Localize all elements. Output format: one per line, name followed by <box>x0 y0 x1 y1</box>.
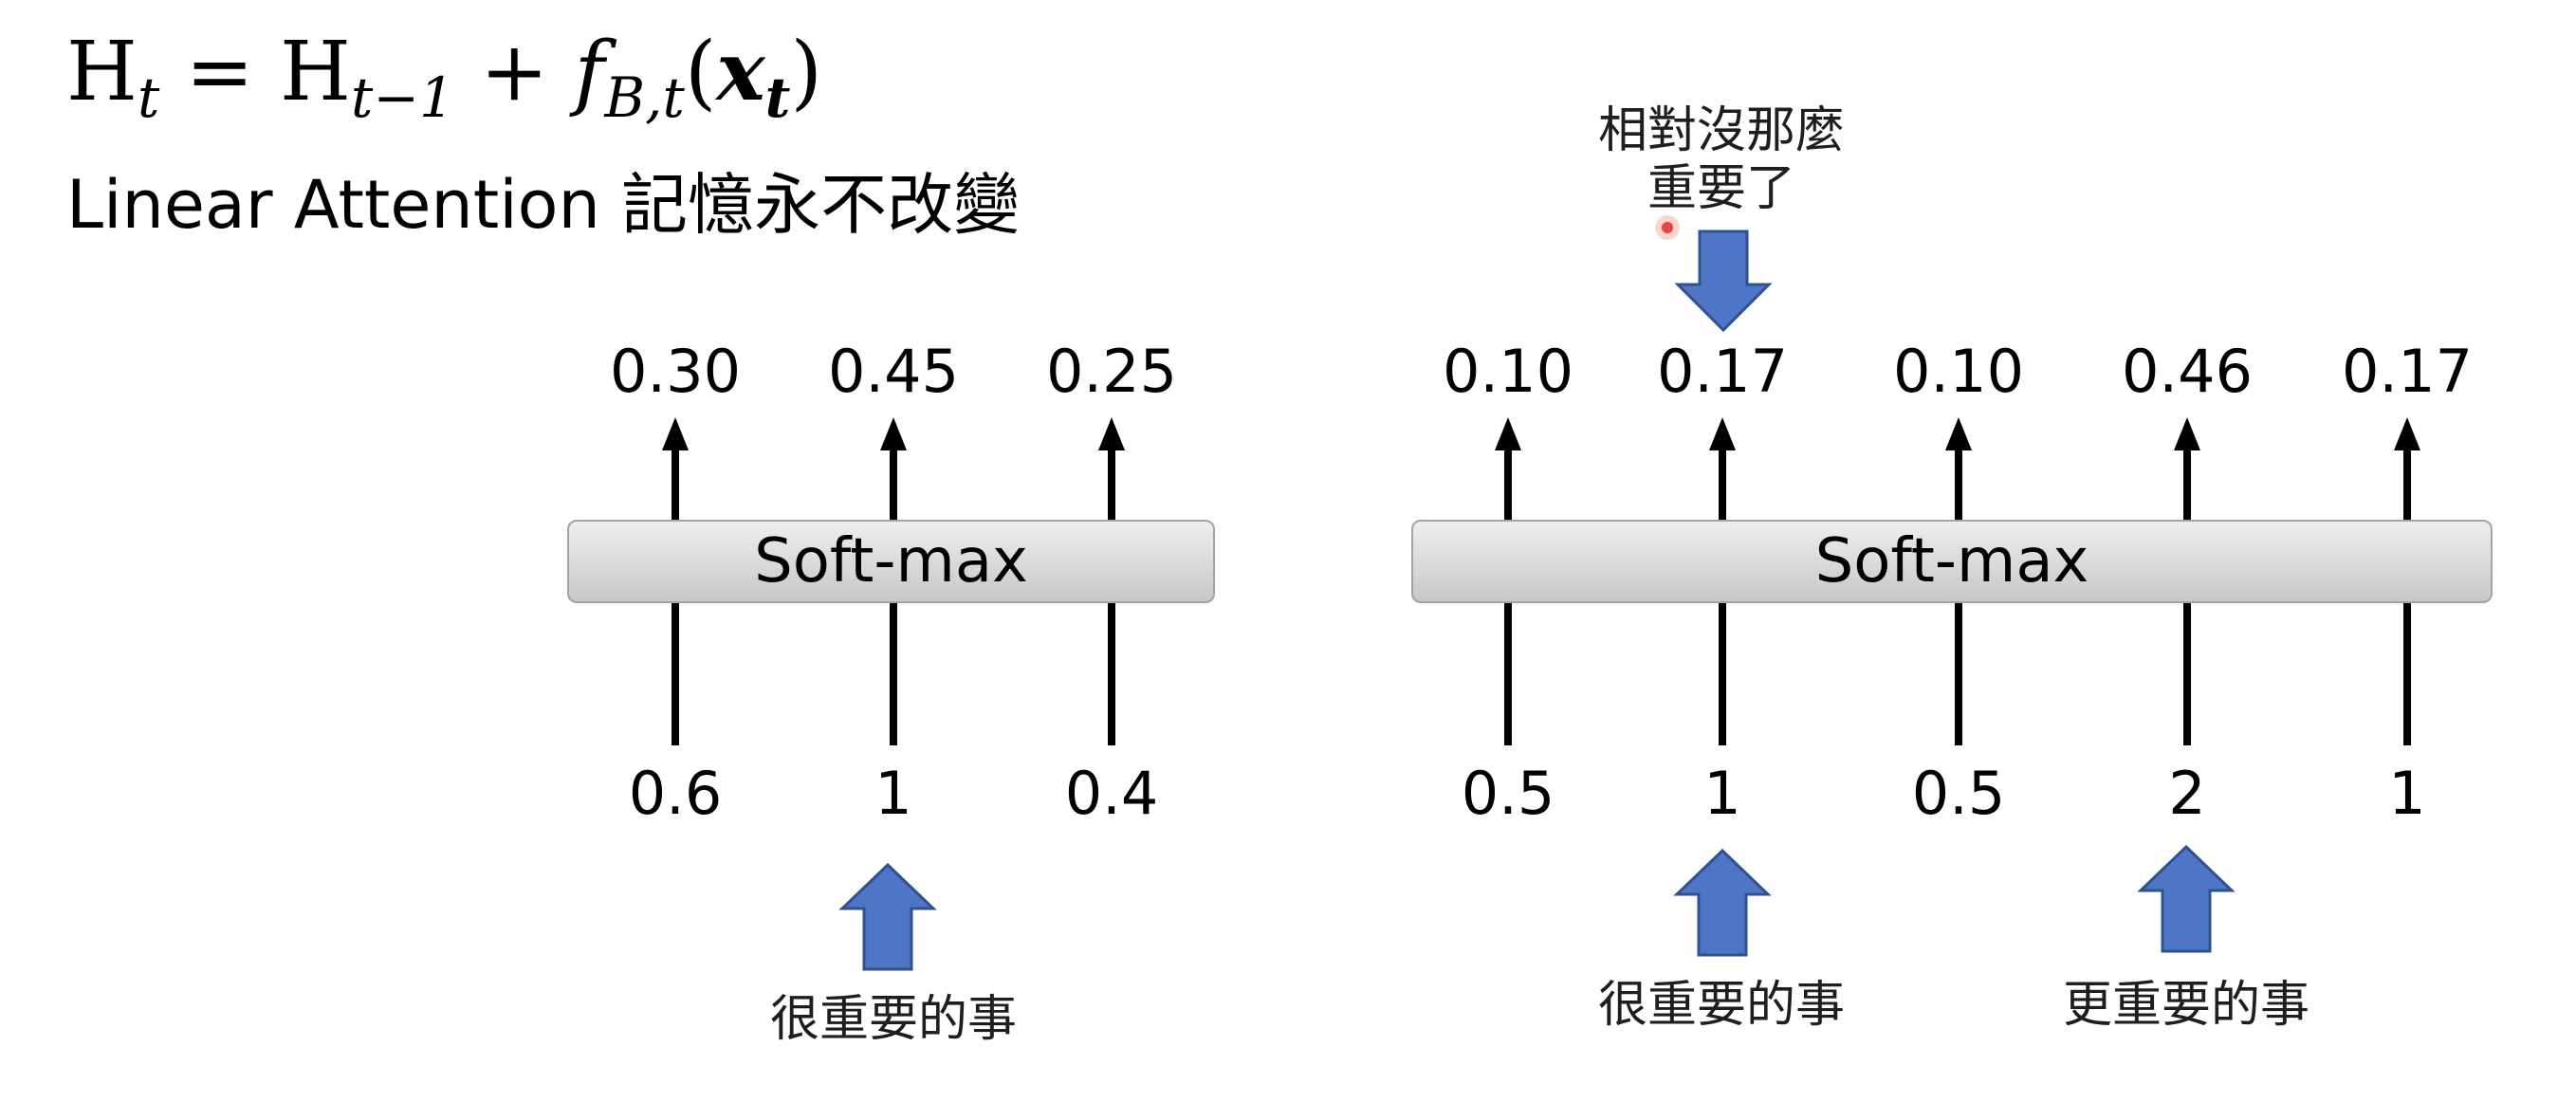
right-input-3: 0.5 <box>1911 759 2006 828</box>
right-softmax-box: Soft-max <box>1411 520 2493 603</box>
left-arrowhead-1 <box>662 417 689 450</box>
left-input-line-1 <box>672 603 679 745</box>
right-input-5: 1 <box>2388 759 2426 828</box>
right-up-block-arrow-2 <box>2137 844 2236 953</box>
formula-close-paren: ) <box>790 25 823 119</box>
right-input-1: 0.5 <box>1461 759 1555 828</box>
right-output-line-5 <box>2403 446 2411 520</box>
right-up-block-arrow-1 <box>1673 848 1772 957</box>
formula: Ht = Ht−1 + fB,t(xt) <box>66 24 822 130</box>
right-arrowhead-4 <box>2174 417 2200 450</box>
right-annotation-top-line-2: 重要了 <box>1647 159 1795 217</box>
formula-f: f <box>574 25 605 119</box>
right-output-3: 0.10 <box>1892 337 2025 406</box>
right-input-line-2 <box>1719 603 1726 745</box>
right-output-5: 0.17 <box>2341 337 2474 406</box>
left-input-1: 0.6 <box>628 759 723 828</box>
left-output-line-2 <box>890 446 897 520</box>
right-input-4: 2 <box>2168 759 2206 828</box>
left-annotation: 很重要的事 <box>769 991 1017 1048</box>
formula-sub-t-prev: t−1 <box>351 65 454 130</box>
formula-h: H <box>66 25 138 119</box>
right-input-line-3 <box>1955 603 1962 745</box>
right-input-line-4 <box>2183 603 2191 745</box>
left-input-3: 0.4 <box>1064 759 1159 828</box>
right-down-block-arrow <box>1674 230 1773 333</box>
right-input-2: 1 <box>1703 759 1741 828</box>
right-output-line-3 <box>1955 446 1962 520</box>
formula-eq: = <box>159 25 281 119</box>
left-input-2: 1 <box>874 759 912 828</box>
left-up-block-arrow <box>838 862 937 971</box>
right-output-line-2 <box>1719 446 1726 520</box>
right-arrowhead-2 <box>1709 417 1736 450</box>
formula-sub-x-t: t <box>764 65 791 130</box>
right-input-line-1 <box>1504 603 1512 745</box>
right-output-1: 0.10 <box>1442 337 1574 406</box>
right-arrowhead-5 <box>2394 417 2420 450</box>
left-input-line-3 <box>1108 603 1115 745</box>
right-output-line-1 <box>1504 446 1512 520</box>
right-annotation-bottom-2: 更重要的事 <box>2062 977 2309 1034</box>
left-output-line-1 <box>672 446 679 520</box>
right-annotation-top: 相對沒那麼 重要了 <box>1541 102 1902 218</box>
cursor-dot <box>1662 222 1673 233</box>
right-output-2: 0.17 <box>1656 337 1789 406</box>
right-arrowhead-3 <box>1945 417 1972 450</box>
formula-plus: + <box>453 25 575 119</box>
left-arrowhead-3 <box>1098 417 1125 450</box>
formula-sub-bt: B,t <box>604 65 685 130</box>
right-output-4: 0.46 <box>2121 337 2254 406</box>
right-output-line-4 <box>2183 446 2191 520</box>
left-output-line-3 <box>1108 446 1115 520</box>
right-annotation-bottom-1: 很重要的事 <box>1597 977 1845 1034</box>
left-softmax-label: Soft-max <box>754 526 1028 597</box>
right-arrowhead-1 <box>1495 417 1521 450</box>
formula-h-prev: H <box>280 25 352 119</box>
left-output-1: 0.30 <box>609 337 742 406</box>
formula-x: x <box>716 24 765 119</box>
subtitle: Linear Attention 記憶永不改變 <box>66 166 1021 244</box>
formula-open-paren: ( <box>684 25 717 119</box>
left-output-2: 0.45 <box>827 337 960 406</box>
right-softmax-label: Soft-max <box>1814 526 2089 597</box>
left-output-3: 0.25 <box>1045 337 1178 406</box>
right-annotation-top-line-1: 相對沒那麼 <box>1597 102 1845 159</box>
left-input-line-2 <box>890 603 897 745</box>
left-arrowhead-2 <box>880 417 907 450</box>
right-input-line-5 <box>2403 603 2411 745</box>
formula-sub-t: t <box>138 65 160 130</box>
left-softmax-box: Soft-max <box>567 520 1215 603</box>
